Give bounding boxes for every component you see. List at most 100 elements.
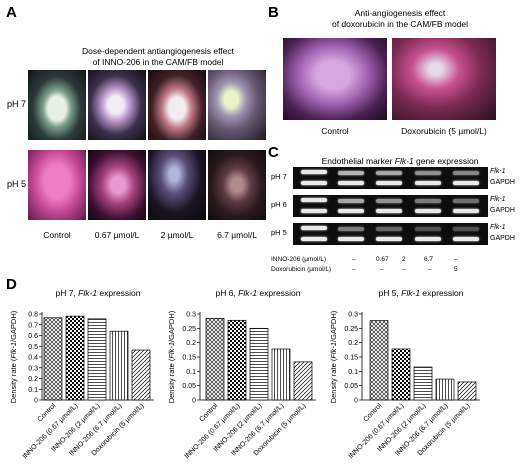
gel-ph6-top-label: Flk-1 (490, 196, 506, 203)
panel-a-col-2: 2 µmol/L (160, 230, 194, 240)
panel-c-title-gene: Flk-1 (394, 156, 414, 166)
gel-band (338, 181, 364, 185)
y-tick-label: 0.05 (182, 383, 196, 390)
y-tick-label: 0.2 (186, 340, 196, 347)
bar (249, 327, 269, 401)
gel-band (453, 237, 479, 241)
y-tick-label: 0 (34, 398, 38, 405)
panel-b-label-doxorubicin: Doxorubicin (5 µmol/L) (401, 126, 487, 136)
panel-a-row-label-ph5: pH 5 (7, 179, 27, 189)
gel-band (338, 199, 364, 203)
bar (413, 366, 433, 401)
panel-b-letter: B (268, 4, 279, 21)
table-row2-cell: – (352, 266, 356, 273)
gel-band (338, 237, 364, 241)
gel-band (376, 199, 402, 203)
gel-band (301, 209, 327, 213)
cam-photo-ph5-6-7 (208, 150, 266, 220)
y-tick-label: 0.1 (186, 369, 196, 376)
table-row1-cell: 0.67 (376, 256, 389, 263)
gel-ph5 (293, 223, 488, 245)
panel-b-label-control: Control (321, 126, 349, 136)
gel-ph7-top-label: Flk-1 (490, 168, 506, 175)
y-tick-label: 0.8 (28, 312, 38, 319)
bar (369, 320, 389, 401)
y-tick-label: 0 (354, 398, 358, 405)
panel-a-title: Dose-dependent antiangiogenesis effect o… (48, 46, 268, 67)
cam-photo-ph5-0-67 (88, 150, 146, 220)
gel-band (415, 209, 441, 213)
y-tick-label: 0.2 (28, 376, 38, 383)
y-tick-label: 0.15 (182, 355, 196, 362)
cam-photo-b-doxorubicin (392, 38, 496, 120)
cam-photo-ph5-2 (148, 150, 206, 220)
bar (391, 348, 411, 401)
gel-band (415, 237, 441, 241)
panel-b-title-line1: Anti-angiogenesis effect (354, 8, 446, 18)
bar-chart-2: pH 6, Flk-1 expression Density rate (Flk-… (167, 288, 316, 460)
y-tick-label: 0.3 (28, 365, 38, 372)
gel-band (338, 171, 364, 175)
bar (109, 330, 129, 401)
panel-a-title-line2: of INNO-206 in the CAM/FB model (92, 56, 224, 67)
panel-a-col-0-67: 0.67 µmol/L (94, 230, 140, 240)
panel-a-title-line1: Dose-dependent antiangiogenesis effect (81, 46, 234, 56)
gel-band (453, 171, 479, 175)
gel-band (415, 199, 441, 203)
panel-a-row-label-ph7: pH 7 (7, 99, 27, 109)
y-tick-label: 0.1 (28, 387, 38, 394)
table-row1-cell: 2 (402, 256, 406, 263)
gel-band (415, 171, 441, 175)
gel-band (376, 209, 402, 213)
y-tick-label: 0.7 (28, 322, 38, 329)
table-row2-cell: 5 (454, 266, 458, 273)
cam-photo-ph7-2 (148, 70, 206, 140)
panel-b-title: Anti-angiogenesis effect of doxorubicin … (290, 8, 510, 29)
y-axis-label: Density rate (Flk-1/GAPDH) (329, 310, 338, 403)
cam-photo-ph7-control (28, 70, 86, 140)
gel-band (301, 170, 327, 174)
panel-c-title-prefix: Endothelial marker (321, 156, 395, 166)
gel-ph5-label: pH 5 (271, 228, 287, 237)
y-tick-label: 0.05 (344, 383, 358, 390)
bar (205, 317, 225, 401)
bar-chart-1: pH 7, Flk-1 expression Density rate (Flk-… (9, 288, 154, 460)
y-tick-label: 0 (192, 398, 196, 405)
gel-ph6-bottom-label: GAPDH (490, 207, 515, 214)
cam-photo-b-control (283, 38, 387, 120)
gel-band (376, 171, 402, 175)
gel-band (415, 227, 441, 231)
gel-band (338, 227, 364, 231)
y-tick-label: 0.3 (186, 312, 196, 319)
table-row2-cell: – (402, 266, 406, 273)
y-tick-label: 0.25 (344, 326, 358, 333)
chart-title: pH 6, Flk-1 expression (215, 288, 300, 298)
panel-c-title: Endothelial marker Flk-1 gene expression (290, 156, 510, 167)
y-tick-label: 0.2 (348, 340, 358, 347)
bar (131, 349, 151, 401)
y-tick-label: 0.3 (348, 312, 358, 319)
gel-band (301, 226, 327, 230)
gel-band (376, 181, 402, 185)
cam-photo-ph7-0-67 (88, 70, 146, 140)
gel-band (301, 237, 327, 241)
gel-band (338, 209, 364, 213)
gel-ph7 (293, 167, 488, 189)
gel-ph7-label: pH 7 (271, 172, 287, 181)
gel-band (415, 181, 441, 185)
panel-b-title-line2: of doxorubicin in the CAM/FB model (331, 18, 469, 29)
panel-d-letter: D (6, 276, 17, 293)
panel-c-title-suffix: gene expression (413, 156, 479, 166)
bar (87, 318, 107, 401)
table-row1-label: INNO-206 (µmol/L) (271, 256, 327, 263)
gel-ph5-bottom-label: GAPDH (490, 235, 515, 242)
bar (457, 381, 477, 401)
y-tick-label: 0.25 (182, 326, 196, 333)
y-tick-label: 0.6 (28, 333, 38, 340)
gel-band (453, 209, 479, 213)
gel-ph7-bottom-label: GAPDH (490, 179, 515, 186)
chart-title: pH 5, Flk-1 expression (378, 288, 463, 298)
gel-ph5-top-label: Flk-1 (490, 224, 506, 231)
bar (65, 315, 85, 401)
panel-a-letter: A (6, 4, 17, 21)
